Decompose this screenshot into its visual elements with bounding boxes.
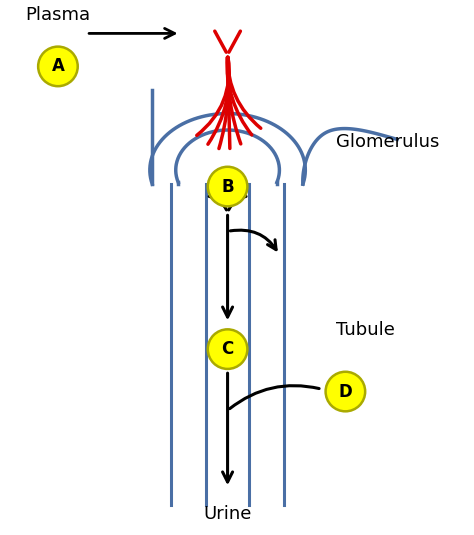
Text: D: D — [338, 383, 352, 401]
Circle shape — [208, 167, 247, 207]
Text: Glomerulus: Glomerulus — [336, 133, 439, 151]
Circle shape — [326, 372, 365, 411]
Text: Plasma: Plasma — [25, 6, 90, 24]
Circle shape — [38, 47, 78, 86]
Text: C: C — [221, 340, 234, 358]
Text: Urine: Urine — [203, 506, 252, 523]
Text: B: B — [221, 178, 234, 196]
Text: A: A — [52, 57, 64, 75]
Circle shape — [208, 330, 247, 369]
Text: Tubule: Tubule — [336, 322, 395, 339]
